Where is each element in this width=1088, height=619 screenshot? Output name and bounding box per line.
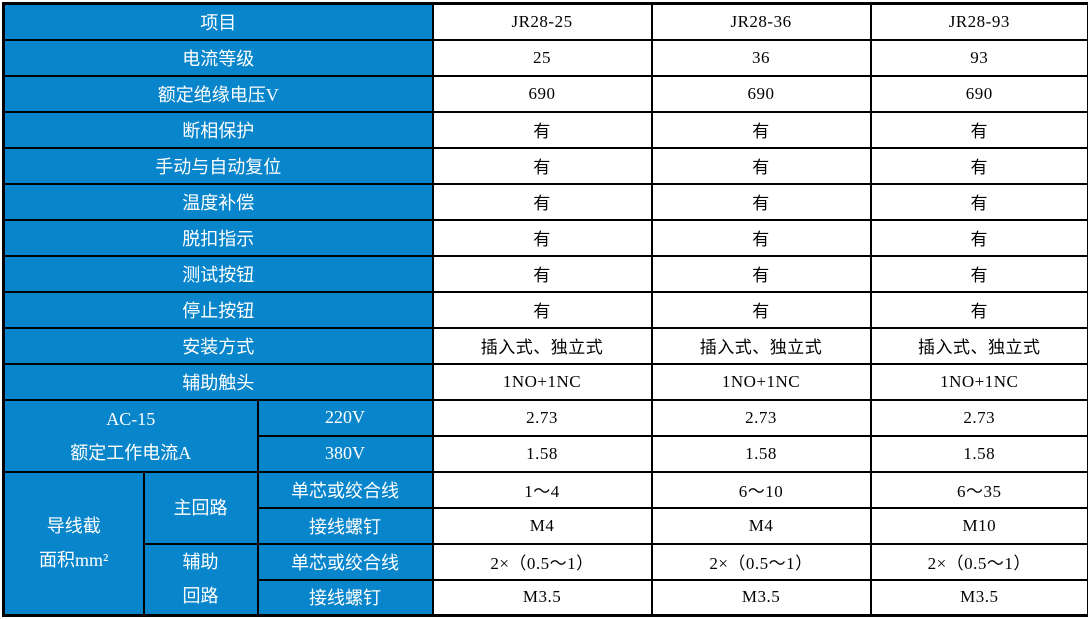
- row-label-cell: 额定绝缘电压V: [2, 74, 434, 113]
- value-cell: 93: [869, 38, 1088, 77]
- value-cell: 有: [650, 146, 872, 185]
- value-cell: 1.58: [869, 434, 1088, 473]
- value-cell: 有: [650, 182, 872, 221]
- value-cell: 690: [650, 74, 872, 113]
- ac15-voltage-label-cell: 220V: [256, 398, 434, 437]
- value-cell: 插入式、独立式: [869, 326, 1088, 365]
- ac15-label-line2: 额定工作电流A: [70, 442, 192, 463]
- value-cell: 有: [650, 254, 872, 293]
- value-cell: 2.73: [431, 398, 653, 437]
- value-cell: M3.5: [650, 578, 872, 617]
- value-cell: 有: [431, 146, 653, 185]
- wire-section-label-cell: 导线截 面积mm²: [2, 470, 145, 617]
- value-cell: 25: [431, 38, 653, 77]
- table-row-mounting-method: 安装方式 插入式、独立式 插入式、独立式 插入式、独立式: [2, 326, 1088, 365]
- value-cell: 2.73: [869, 398, 1088, 437]
- table-row-main-circuit-screw: 接线螺钉 M4 M4 M10: [4, 506, 1088, 545]
- value-cell: 2×（0.5～1）: [869, 542, 1088, 581]
- table-row-stop-button: 停止按钮 有 有 有: [2, 290, 1088, 329]
- aux-circuit-label-line2: 回路: [182, 586, 219, 607]
- value-cell: 1NO+1NC: [869, 362, 1088, 401]
- value-cell: 有: [869, 146, 1088, 185]
- table-row-ac15-220v: AC-15 额定工作电流A 220V 2.73 2.73 2.73: [2, 398, 1088, 473]
- value-cell: 插入式、独立式: [431, 326, 653, 365]
- ac15-label-line1: AC-15: [106, 408, 156, 429]
- value-cell: 插入式、独立式: [650, 326, 872, 365]
- value-cell: 有: [869, 182, 1088, 221]
- value-cell: M4: [650, 506, 872, 545]
- ac15-voltage-label-cell: 380V: [256, 434, 434, 473]
- value-cell: 有: [431, 218, 653, 257]
- value-cell: 有: [431, 182, 653, 221]
- aux-circuit-label-line1: 辅助: [182, 552, 219, 573]
- value-cell: 有: [869, 290, 1088, 329]
- value-cell: 1～4: [431, 470, 653, 509]
- value-cell: M3.5: [431, 578, 653, 617]
- value-cell: 有: [650, 290, 872, 329]
- value-cell: 1NO+1NC: [650, 362, 872, 401]
- value-cell: 有: [650, 218, 872, 257]
- value-cell: M4: [431, 506, 653, 545]
- row-label-cell: 温度补偿: [2, 182, 434, 221]
- header-model-cell: JR28-25: [431, 2, 653, 41]
- row-label-cell: 测试按钮: [2, 254, 434, 293]
- wire-type-label-cell: 单芯或绞合线: [256, 470, 434, 509]
- wire-label-line2: 面积mm²: [39, 550, 109, 571]
- value-cell: 有: [431, 110, 653, 149]
- table-row-phase-failure-protection: 断相保护 有 有 有: [2, 110, 1088, 149]
- row-label-cell: 手动与自动复位: [2, 146, 434, 185]
- value-cell: 有: [431, 290, 653, 329]
- value-cell: 6～10: [650, 470, 872, 509]
- row-label-cell: 停止按钮: [2, 290, 434, 329]
- header-model-cell: JR28-93: [869, 2, 1088, 41]
- value-cell: 有: [869, 218, 1088, 257]
- aux-circuit-label-cell: 辅助 回路: [142, 542, 259, 617]
- value-cell: 有: [650, 110, 872, 149]
- wire-type-label-cell: 单芯或绞合线: [256, 542, 434, 581]
- row-label-cell: 断相保护: [2, 110, 434, 149]
- wire-label-line1: 导线截: [46, 516, 101, 537]
- main-circuit-label-line: 主回路: [173, 497, 228, 518]
- wire-type-label-cell: 接线螺钉: [256, 578, 434, 617]
- table-row-temperature-compensation: 温度补偿 有 有 有: [2, 182, 1088, 221]
- table-row-auxiliary-contacts: 辅助触头 1NO+1NC 1NO+1NC 1NO+1NC: [2, 362, 1088, 401]
- table-row-trip-indication: 脱扣指示 有 有 有: [2, 218, 1088, 257]
- header-item-cell: 项目: [2, 2, 434, 41]
- value-cell: 690: [869, 74, 1088, 113]
- value-cell: 有: [869, 254, 1088, 293]
- main-circuit-label-cell: 主回路: [142, 470, 259, 545]
- value-cell: 有: [431, 254, 653, 293]
- value-cell: M10: [869, 506, 1088, 545]
- value-cell: 1.58: [650, 434, 872, 473]
- value-cell: 2.73: [650, 398, 872, 437]
- row-label-cell: 辅助触头: [2, 362, 434, 401]
- table-row-ac15-380v: 380V 1.58 1.58 1.58: [4, 434, 1088, 473]
- value-cell: 有: [869, 110, 1088, 149]
- value-cell: 690: [431, 74, 653, 113]
- value-cell: 1NO+1NC: [431, 362, 653, 401]
- table-row-manual-auto-reset: 手动与自动复位 有 有 有: [2, 146, 1088, 185]
- header-model-cell: JR28-36: [650, 2, 872, 41]
- table-row-test-button: 测试按钮 有 有 有: [2, 254, 1088, 293]
- table-row-current-rating: 电流等级 25 36 93: [2, 38, 1088, 77]
- value-cell: 6～35: [869, 470, 1088, 509]
- table-row-main-circuit-wire: 导线截 面积mm² 主回路 单芯或绞合线 1～4 6～10 6～35: [2, 470, 1088, 617]
- wire-type-label-cell: 接线螺钉: [256, 506, 434, 545]
- row-label-cell: 脱扣指示: [2, 218, 434, 257]
- value-cell: 1.58: [431, 434, 653, 473]
- value-cell: 2×（0.5～1）: [650, 542, 872, 581]
- row-label-cell: 安装方式: [2, 326, 434, 365]
- row-label-cell: 电流等级: [2, 38, 434, 77]
- table-row-aux-circuit-screw: 接线螺钉 M3.5 M3.5 M3.5: [4, 578, 1088, 617]
- header-row: 项目 JR28-25 JR28-36 JR28-93: [2, 2, 1088, 41]
- table-row-aux-circuit-wire: 辅助 回路 单芯或绞合线 2×（0.5～1） 2×（0.5～1） 2×（0.5～…: [4, 542, 1088, 617]
- table-row-insulation-voltage: 额定绝缘电压V 690 690 690: [2, 74, 1088, 113]
- ac15-label-cell: AC-15 额定工作电流A: [2, 398, 259, 473]
- value-cell: M3.5: [869, 578, 1088, 617]
- value-cell: 36: [650, 38, 872, 77]
- value-cell: 2×（0.5～1）: [431, 542, 653, 581]
